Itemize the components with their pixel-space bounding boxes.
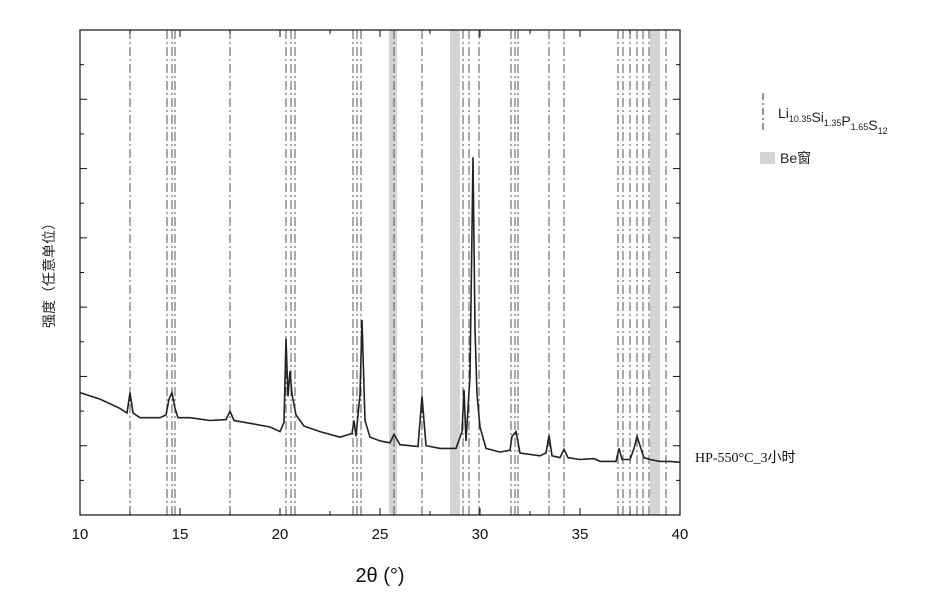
legend: Li10.35Si1.35P1.65S12 Be窗 bbox=[760, 93, 888, 166]
x-tick-label: 10 bbox=[72, 526, 89, 543]
legend-be-band-swatch bbox=[760, 152, 775, 164]
formula-element: P bbox=[841, 113, 850, 129]
x-tick-label: 30 bbox=[472, 526, 489, 543]
formula-subscript: 1.35 bbox=[824, 118, 842, 128]
be-window-band bbox=[650, 30, 660, 515]
xrd-trace-line bbox=[79, 157, 681, 464]
x-tick-label: 20 bbox=[272, 526, 289, 543]
y-axis-ticks bbox=[80, 29, 680, 516]
formula-subscript: 1.65 bbox=[851, 122, 869, 132]
legend-be-label: Be窗 bbox=[780, 150, 811, 166]
plot-frame bbox=[79, 29, 681, 516]
x-axis-title: 2θ (°) bbox=[355, 565, 404, 587]
be-window-band bbox=[450, 30, 460, 515]
formula-element: Li bbox=[778, 105, 789, 121]
x-tick-label: 35 bbox=[572, 526, 589, 543]
x-axis-ticks: 10 15 20 25 30 35 40 bbox=[72, 30, 689, 543]
legend-formula-label: Li10.35Si1.35P1.65S12 bbox=[778, 105, 888, 136]
x-tick-label: 40 bbox=[672, 526, 689, 543]
formula-subscript: 10.35 bbox=[789, 114, 812, 124]
x-tick-label: 15 bbox=[172, 526, 189, 543]
trace-label: HP-550°C_3小时 bbox=[695, 450, 796, 466]
y-axis-title: 强度（任意单位） bbox=[41, 216, 58, 328]
formula-element: S bbox=[868, 117, 877, 133]
be-window-bands bbox=[389, 30, 660, 515]
be-window-band bbox=[389, 30, 397, 515]
formula-element: Si bbox=[811, 109, 823, 125]
x-tick-label: 25 bbox=[372, 526, 389, 543]
formula-subscript: 12 bbox=[878, 126, 888, 136]
